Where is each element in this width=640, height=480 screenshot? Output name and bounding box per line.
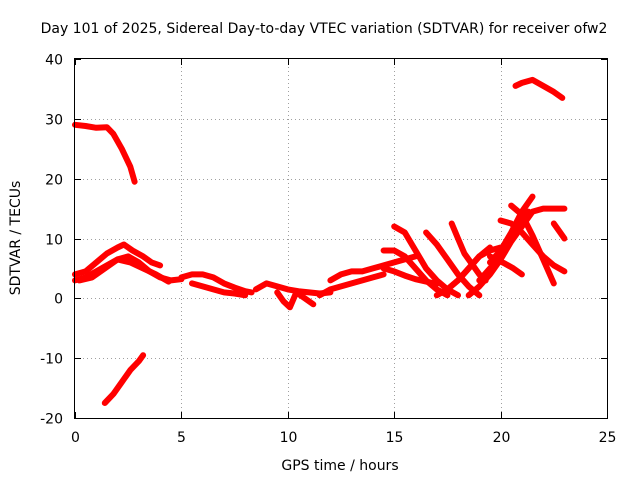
series-arc-1 — [72, 121, 138, 185]
y-tick-label: 0 — [54, 292, 63, 308]
series-arc-15 — [423, 229, 483, 299]
y-tick-label: 10 — [45, 233, 63, 249]
series-arc-17 — [444, 244, 493, 293]
x-tick-label: 15 — [386, 430, 404, 446]
y-tick-label: 40 — [45, 53, 63, 69]
grid — [75, 59, 607, 418]
y-tick-label: -20 — [40, 412, 63, 428]
series-arc-8 — [252, 280, 334, 297]
series-arc-26 — [512, 76, 566, 101]
series-arc-24 — [508, 202, 557, 287]
plot-frame — [74, 58, 608, 419]
y-tick-label: -10 — [40, 352, 63, 368]
x-tick-label: 0 — [71, 430, 80, 446]
series-arc-10 — [316, 271, 387, 299]
y-axis-label: SDTVAR / TECUs — [8, 181, 24, 296]
series-arc-12 — [380, 247, 451, 299]
series-arc-7 — [189, 280, 249, 299]
series-arc-25 — [550, 220, 568, 242]
series-arc-9 — [274, 289, 317, 311]
x-tick-label: 25 — [599, 430, 617, 446]
series-arc-6 — [178, 271, 255, 296]
series-arc-22 — [487, 253, 525, 278]
x-tick-label: 5 — [177, 430, 186, 446]
series-arc-3 — [72, 241, 164, 278]
chart-title: Day 101 of 2025, Sidereal Day-to-day VTE… — [41, 21, 608, 37]
x-axis-label: GPS time / hours — [281, 458, 398, 474]
data-traces — [72, 76, 568, 406]
series-arc-14 — [380, 265, 440, 287]
series-arc-23 — [497, 217, 568, 275]
x-tick-label: 20 — [493, 430, 511, 446]
y-tick-label: 20 — [45, 173, 63, 189]
series-arc-21 — [487, 193, 536, 266]
series-arc-5 — [76, 256, 172, 285]
x-tick-label: 10 — [280, 430, 298, 446]
series-arc-2 — [101, 352, 147, 406]
axis-ticks: 0 5 10 15 20 25 -20 -10 0 10 20 30 40 — [40, 53, 616, 447]
y-tick-label: 30 — [45, 113, 63, 129]
series-arc-11 — [327, 253, 419, 284]
